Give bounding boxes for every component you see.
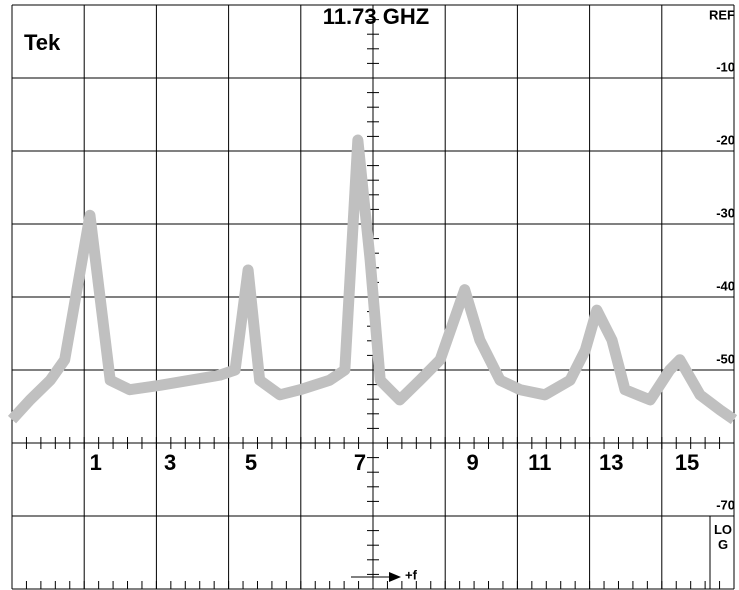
y-tick-label: -50 <box>716 351 735 366</box>
x-tick-label: 13 <box>599 450 623 475</box>
x-tick-label: 9 <box>467 450 479 475</box>
y-tick-label: REF <box>709 7 735 22</box>
chart-title: 11.73 GHZ <box>323 4 429 29</box>
trace <box>7 134 738 425</box>
x-tick-label: 1 <box>90 450 102 475</box>
x-tick-label: 11 <box>528 450 551 475</box>
x-tick-label: 5 <box>245 450 257 475</box>
y-tick-label: -20 <box>716 132 735 147</box>
x-tick-label: 15 <box>675 450 699 475</box>
x-tick-label: 7 <box>354 450 366 475</box>
y-tick-label: -40 <box>716 278 735 293</box>
brand: Tek <box>24 30 61 55</box>
y-tick-label: -70 <box>716 497 735 512</box>
freq-label: +f <box>405 567 418 582</box>
y-tick-label: -10 <box>716 59 735 74</box>
y-tick-label: -30 <box>716 205 735 220</box>
scale-label: LOG <box>713 522 733 552</box>
freq-arrow-head <box>389 572 401 582</box>
x-tick-label: 3 <box>164 450 176 475</box>
